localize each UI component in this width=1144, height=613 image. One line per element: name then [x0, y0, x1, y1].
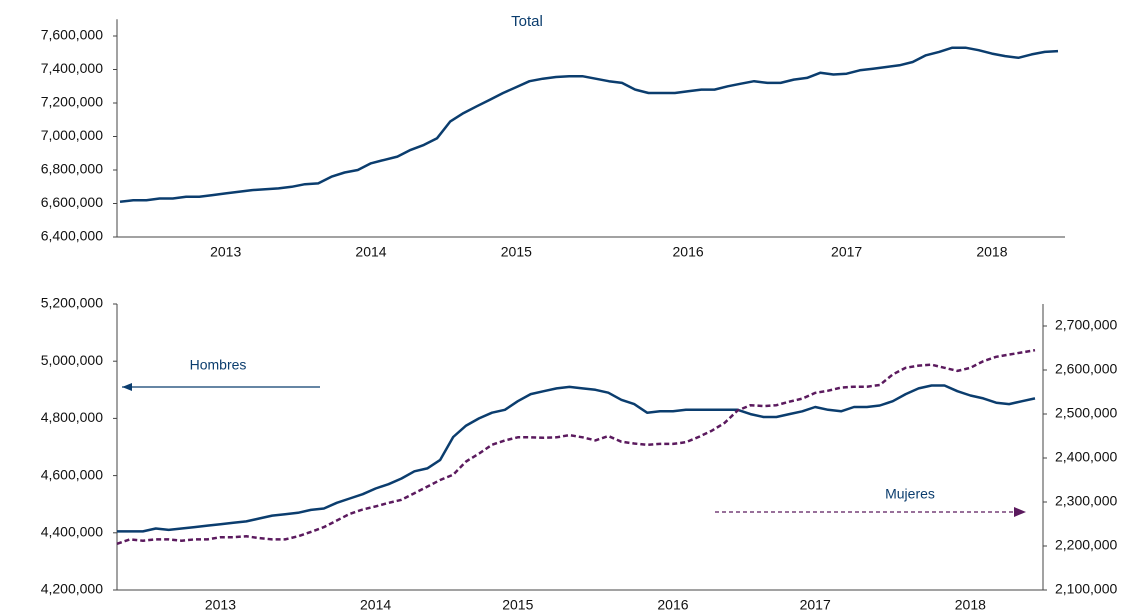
y-tick-label: 2,200,000: [1055, 537, 1117, 553]
y-tick-label: 2,700,000: [1055, 317, 1117, 333]
y-tick-label: 6,800,000: [41, 161, 103, 177]
y-tick-label: 7,400,000: [41, 60, 103, 76]
x-tick-label: 2013: [205, 597, 236, 613]
x-tick-label: 2014: [360, 597, 391, 613]
y-tick-label: 4,400,000: [41, 524, 103, 540]
x-tick-label: 2017: [800, 597, 831, 613]
y-tick-label: 2,300,000: [1055, 493, 1117, 509]
series-line: [116, 348, 1036, 545]
x-tick-label: 2016: [673, 244, 704, 260]
y-tick-label: 7,200,000: [41, 94, 103, 110]
y-tick-label: 4,200,000: [41, 581, 103, 597]
series-line: [119, 46, 1059, 204]
x-tick-label: 2018: [955, 597, 986, 613]
chart-title: Total: [511, 13, 543, 30]
y-tick-label: 7,000,000: [41, 127, 103, 143]
x-tick-label: 2016: [657, 597, 688, 613]
y-tick-label: 5,000,000: [41, 352, 103, 368]
y-tick-label: 6,400,000: [41, 228, 103, 244]
series-line: [117, 384, 1036, 533]
x-tick-label: 2013: [210, 244, 241, 260]
y-tick-label: 7,600,000: [41, 27, 103, 43]
y-tick-label: 6,600,000: [41, 194, 103, 210]
x-tick-label: 2015: [501, 244, 532, 260]
x-tick-label: 2017: [831, 244, 862, 260]
arrow-head: [122, 383, 132, 391]
arrow-head: [1014, 507, 1026, 517]
y-tick-label: 2,500,000: [1055, 405, 1117, 421]
y-tick-label: 2,100,000: [1055, 581, 1117, 597]
y-tick-label: 4,600,000: [41, 466, 103, 482]
y-tick-label: 5,200,000: [41, 295, 103, 311]
annotation: Hombres: [190, 357, 247, 373]
y-tick-label: 4,800,000: [41, 409, 103, 425]
y-tick-label: 2,400,000: [1055, 449, 1117, 465]
x-tick-label: 2015: [502, 597, 533, 613]
annotation: Mujeres: [885, 486, 935, 502]
x-tick-label: 2018: [976, 244, 1007, 260]
y-tick-label: 2,600,000: [1055, 361, 1117, 377]
x-tick-label: 2014: [355, 244, 386, 260]
